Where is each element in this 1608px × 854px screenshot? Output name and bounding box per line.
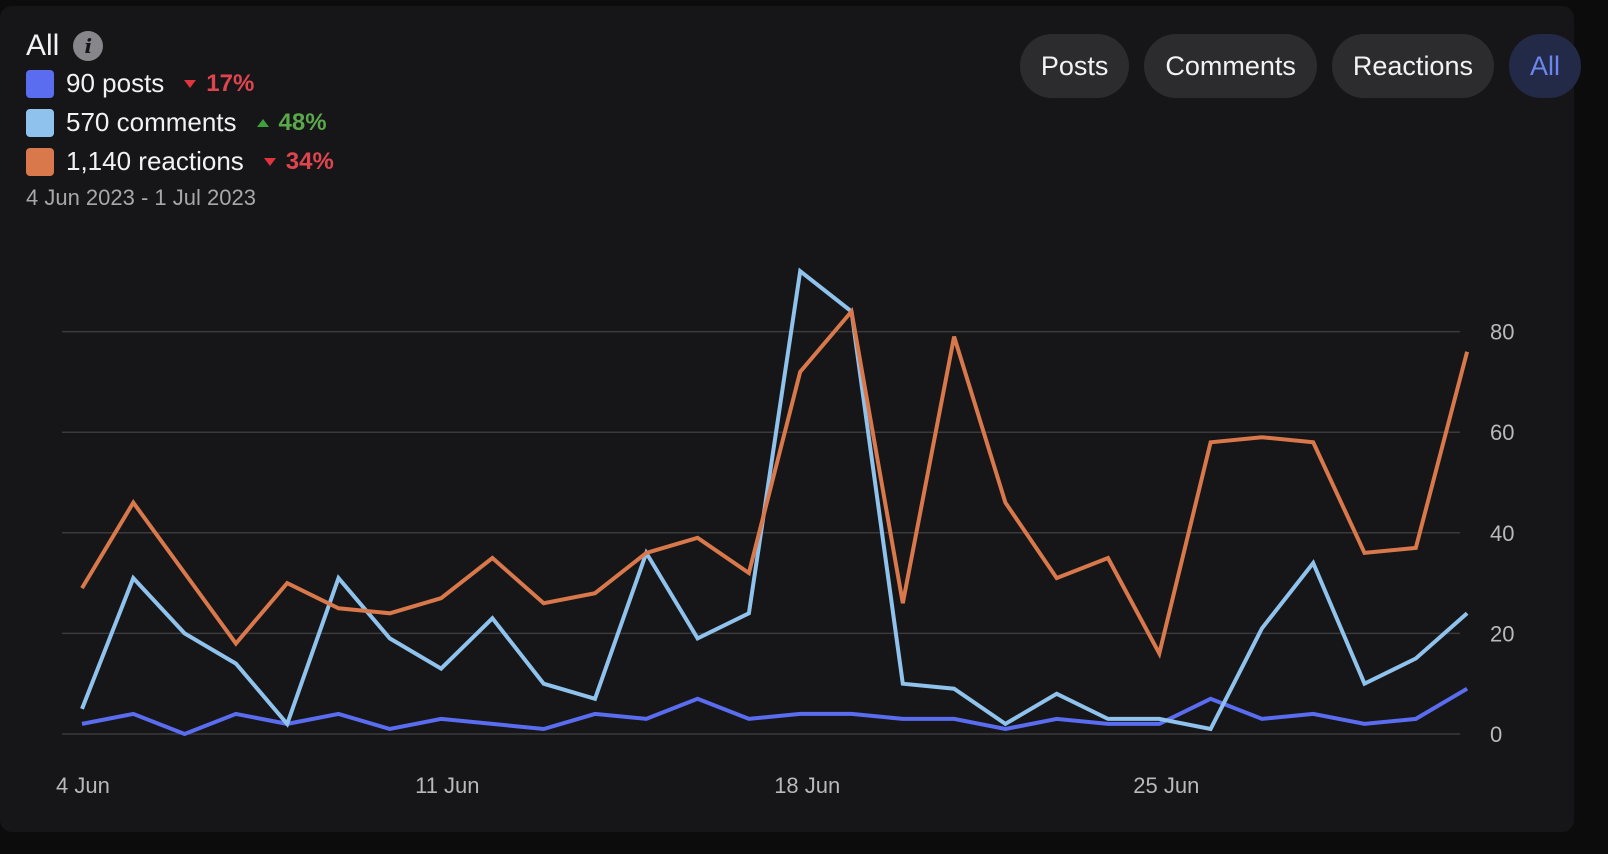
legend: 90 posts 17% 570 comments 48% 1,140 reac… [26,64,334,181]
tab-posts[interactable]: Posts [1019,34,1130,98]
trend-up-icon [256,118,269,127]
tab-comments[interactable]: Comments [1144,34,1317,98]
x-tick-label: 11 Jun [415,773,479,798]
series-line-comments [80,267,1469,732]
tab-reactions[interactable]: Reactions [1331,34,1494,98]
chart-title: All [26,29,60,62]
x-tick-label: 4 Jun [56,773,110,798]
legend-item-posts: 90 posts 17% [26,64,334,103]
y-axis: 0 20 40 60 80 [1490,320,1514,747]
x-axis: 4 Jun 11 Jun 18 Jun 25 Jun [56,773,1199,798]
y-tick-label: 60 [1490,420,1514,445]
x-tick-label: 25 Jun [1133,773,1199,798]
tab-all[interactable]: All [1508,34,1581,98]
y-tick-label: 0 [1490,722,1502,747]
legend-label: 1,140 reactions [66,146,244,176]
y-tick-label: 80 [1490,320,1514,345]
posts-swatch [26,69,54,98]
reactions-swatch [26,147,54,176]
title-row: All i [26,28,334,64]
x-tick-label: 18 Jun [774,773,840,798]
series-line-reactions [80,306,1470,660]
trend-value: 17% [206,69,255,97]
legend-item-comments: 570 comments 48% [26,103,334,142]
series-lines [80,267,1470,737]
trend-down-icon [184,79,197,88]
filter-tabs: Posts Comments Reactions All [1005,34,1581,98]
info-icon[interactable]: i [73,31,104,61]
y-tick-label: 20 [1490,621,1514,646]
comments-swatch [26,108,54,137]
legend-label: 570 comments [66,107,237,137]
series-line-posts [81,686,1469,737]
legend-item-reactions: 1,140 reactions 34% [26,142,334,181]
y-tick-label: 40 [1490,521,1514,546]
chart-header: All i 90 posts 17% 570 comments 48% 1,14… [26,28,334,211]
legend-label: 90 posts [66,68,165,98]
trend-down-icon [263,157,276,166]
trend-value: 48% [278,108,327,136]
trend-value: 34% [285,147,334,175]
date-range: 4 Jun 2023 - 1 Jul 2023 [26,185,256,210]
